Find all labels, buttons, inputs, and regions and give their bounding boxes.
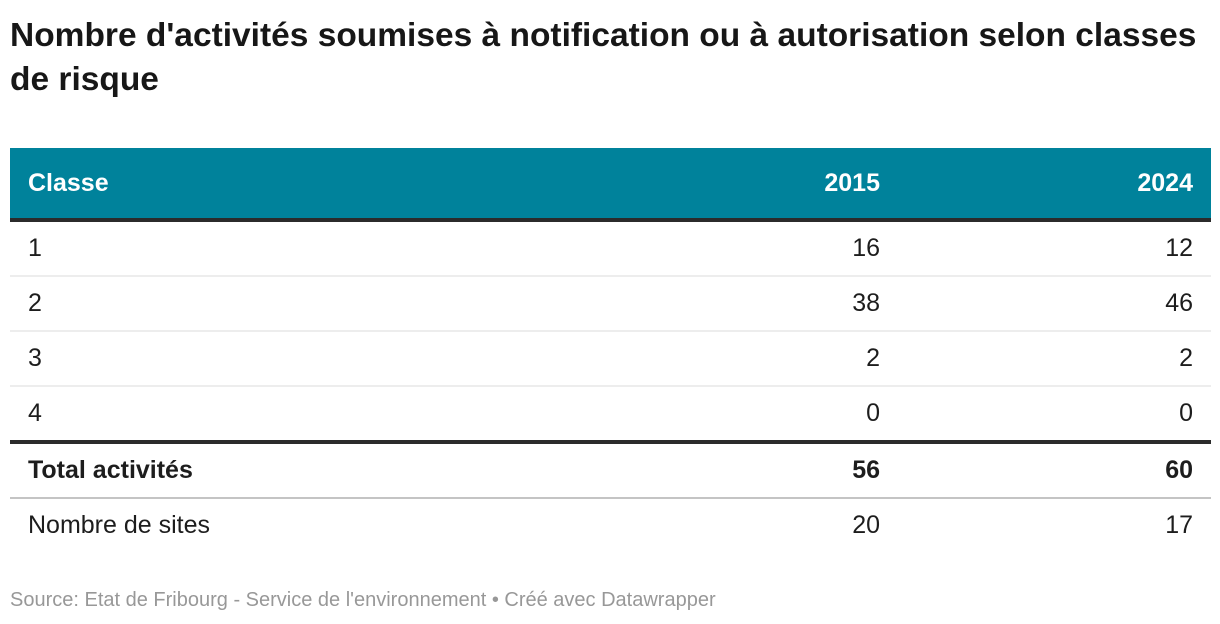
row-label: Total activités: [10, 442, 540, 499]
value-2015: 20: [540, 498, 880, 552]
column-header-2015: 2015: [540, 148, 880, 222]
risk-classes-table: Classe 2015 2024 1 16 12 2 38 46 3 2 2: [10, 148, 1211, 552]
value-2024: 17: [880, 498, 1211, 552]
value-2024: 2: [880, 331, 1211, 387]
table-row-nombre-de-sites: Nombre de sites 20 17: [10, 498, 1211, 552]
page-title: Nombre d'activités soumises à notificati…: [10, 17, 1197, 98]
table-row-class-2: 2 38 46: [10, 276, 1211, 332]
value-2024: 12: [880, 220, 1211, 277]
table-row-class-1: 1 16 12: [10, 220, 1211, 277]
value-2015: 2: [540, 331, 880, 387]
table-header-row: Classe 2015 2024: [10, 148, 1211, 222]
row-label: 1: [10, 220, 540, 277]
column-header-classe: Classe: [10, 148, 540, 222]
value-2015: 0: [540, 386, 880, 444]
row-label: 3: [10, 331, 540, 387]
value-2024: 46: [880, 276, 1211, 332]
table-row-class-4: 4 0 0: [10, 386, 1211, 444]
value-2024: 60: [880, 442, 1211, 499]
source-attribution: Source: Etat de Fribourg - Service de l'…: [10, 589, 716, 611]
column-header-2024: 2024: [880, 148, 1211, 222]
row-label: 4: [10, 386, 540, 444]
value-2015: 16: [540, 220, 880, 277]
value-2015: 38: [540, 276, 880, 332]
table-row-class-3: 3 2 2: [10, 331, 1211, 387]
value-2024: 0: [880, 386, 1211, 444]
row-label: Nombre de sites: [10, 498, 540, 552]
table-row-total-activites: Total activités 56 60: [10, 442, 1211, 499]
row-label: 2: [10, 276, 540, 332]
value-2015: 56: [540, 442, 880, 499]
